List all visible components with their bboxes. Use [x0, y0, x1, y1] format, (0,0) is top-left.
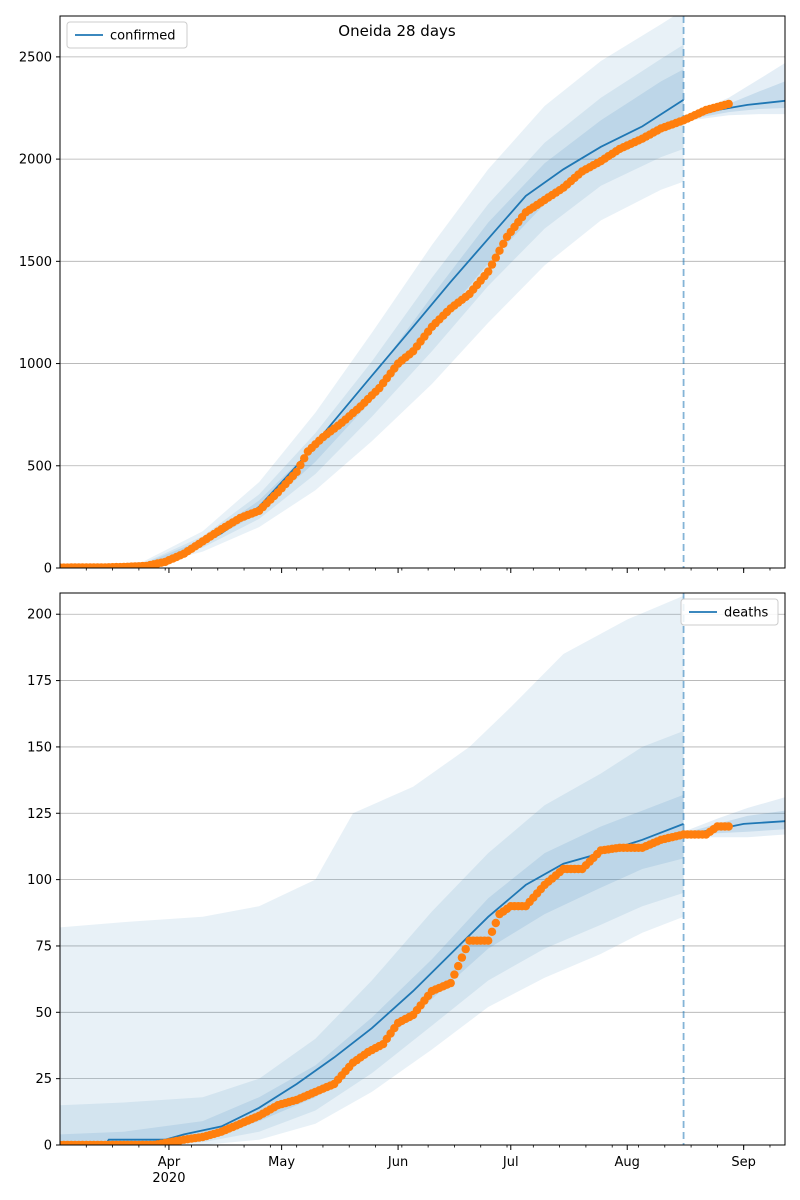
y-tick-label: 175 — [27, 674, 52, 689]
confirmed-panel: 0 500 1000 1500 2000 2500 confirmed — [19, 15, 786, 577]
observed-point — [499, 239, 508, 248]
legend-box — [680, 598, 779, 626]
observed-point — [724, 99, 733, 109]
observed-point — [292, 467, 301, 477]
confidence-band-outer — [60, 16, 684, 568]
observed-point — [724, 822, 733, 831]
x-tick-label: Apr — [158, 1155, 181, 1170]
x-tick-sublabel: 2020 — [152, 1171, 185, 1186]
axes-frame — [59, 15, 786, 569]
x-tick-label: May — [268, 1155, 295, 1170]
y-tick-label: 150 — [27, 740, 52, 755]
observed-point — [487, 927, 497, 936]
plot-area — [60, 593, 785, 1145]
y-tick-label: 100 — [27, 873, 52, 888]
y-tick-label: 50 — [35, 1006, 52, 1021]
legend-box — [66, 21, 188, 49]
observed-point — [450, 970, 459, 979]
y-tick-label: 25 — [35, 1072, 52, 1087]
y-tick-label: 75 — [35, 939, 52, 954]
model-line-deaths — [60, 823, 684, 1145]
y-tick-label: 0 — [44, 1139, 52, 1154]
observed-point — [495, 246, 504, 255]
observed-point — [491, 253, 500, 262]
confidence-band-outer — [60, 595, 684, 1145]
observed-point — [457, 953, 467, 962]
observed-point — [487, 260, 497, 269]
observed-point — [454, 961, 463, 971]
legend: deaths — [680, 598, 779, 626]
x-tick-label: Sep — [731, 1155, 756, 1170]
y-tick-label: 125 — [27, 807, 52, 822]
y-tick-label: 2500 — [19, 50, 52, 65]
y-tick-label: 200 — [27, 608, 52, 623]
legend-label: confirmed — [110, 29, 176, 44]
y-tick-label: 0 — [44, 562, 52, 577]
confidence-band-middle — [60, 731, 684, 1145]
confidence-band-projection-outer — [683, 797, 785, 838]
plot-area — [60, 16, 785, 568]
observed-point — [484, 936, 493, 945]
legend: confirmed — [66, 21, 188, 49]
x-tick-label: Jun — [387, 1155, 408, 1170]
axes-frame — [59, 592, 786, 1146]
y-tick-label: 1000 — [19, 357, 52, 372]
x-tick-label: Jul — [502, 1155, 519, 1170]
confidence-band-inner — [60, 794, 684, 1145]
legend-label: deaths — [724, 606, 769, 621]
confidence-band-middle — [60, 44, 684, 568]
y-tick-label: 2000 — [19, 153, 52, 168]
figure-title: Oneida 28 days — [338, 22, 456, 40]
observed-point — [296, 460, 305, 470]
observed-point — [484, 267, 493, 276]
y-tick-label: 500 — [27, 459, 52, 474]
observed-point — [300, 454, 309, 463]
x-tick-label: Aug — [615, 1155, 640, 1170]
observed-point — [461, 944, 470, 954]
observed-point — [491, 918, 500, 928]
y-tick-label: 1500 — [19, 255, 52, 270]
observed-point — [446, 978, 455, 988]
